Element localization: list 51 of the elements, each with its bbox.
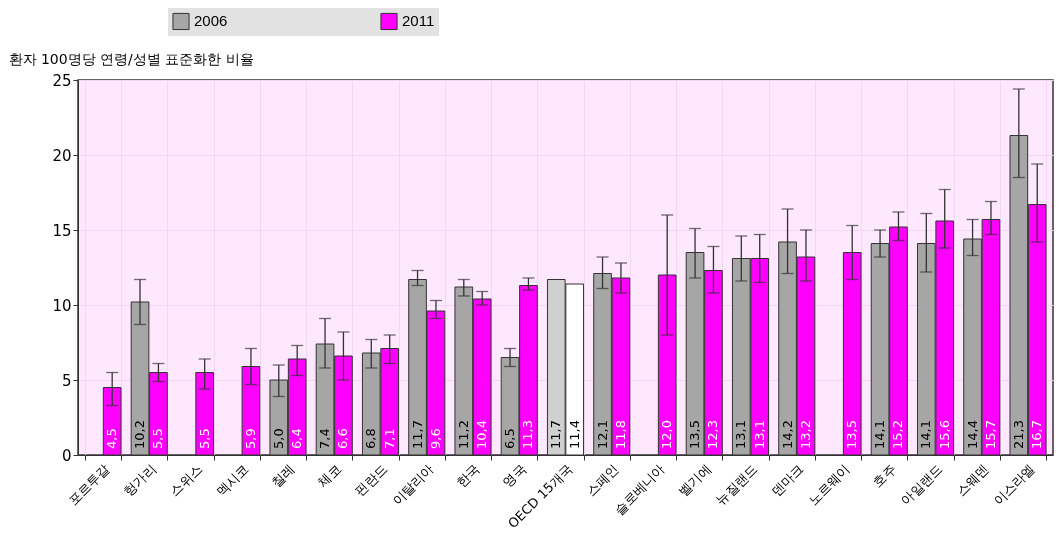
x-tick-label: 칠레 [268,461,298,491]
x-tick-label: 영국 [499,461,529,491]
y-tick-label: 20 [52,146,72,165]
data-label: 13,2 [797,420,813,449]
data-label: 14,1 [872,420,888,449]
legend-label: 2011 [402,12,435,30]
y-tick-label: 10 [52,296,72,315]
x-tick-label: 한국 [453,461,483,491]
data-label: 13,1 [733,420,749,449]
data-label: 11,2 [455,420,471,449]
y-tick-label: 15 [52,221,72,240]
y-tick-label: 25 [52,71,72,90]
legend-label: 2006 [194,12,228,30]
data-label: 16,7 [1029,420,1045,449]
data-label: 15,6 [936,420,952,449]
data-label: 14,2 [779,420,795,449]
data-label: 5,5 [150,428,166,449]
data-label: 5,9 [242,428,258,449]
data-label: 6,8 [363,428,379,449]
data-label: 11,7 [548,420,564,449]
data-label: 9,6 [427,428,443,449]
data-label: 11,8 [612,420,628,449]
data-label: 13,1 [751,420,767,449]
data-label: 6,4 [289,428,305,449]
x-tick-label: 호주 [869,461,899,491]
y-tick-label: 0 [61,446,72,465]
data-label: 14,1 [918,420,934,449]
data-label: 10,4 [474,420,490,449]
data-label: 14,4 [964,420,980,449]
data-label: 13,5 [844,420,860,449]
data-label: 11,3 [520,420,536,449]
data-label: 6,6 [335,428,351,449]
data-label: 6,5 [502,428,518,449]
data-label: 15,2 [890,420,906,449]
data-label: 10,2 [132,420,148,449]
data-label: 5,0 [270,428,286,449]
data-label: 21,3 [1010,420,1026,449]
data-label: 7,1 [381,428,397,449]
data-label: 5,5 [196,428,212,449]
data-label: 12,3 [705,420,721,449]
data-label: 7,4 [317,428,333,449]
data-label: 4,5 [104,428,120,449]
data-label: 13,5 [687,420,703,449]
data-label: 15,7 [982,420,998,449]
y-tick-label: 5 [61,371,72,390]
x-tick-label: 체코 [314,461,344,491]
data-label: 11,4 [566,420,582,449]
data-label: 12,1 [594,420,610,449]
data-label: 11,7 [409,420,425,449]
y-axis-title: 환자 100명당 연령/성별 표준화한 비율 [8,50,254,67]
data-label: 12,0 [659,420,675,449]
